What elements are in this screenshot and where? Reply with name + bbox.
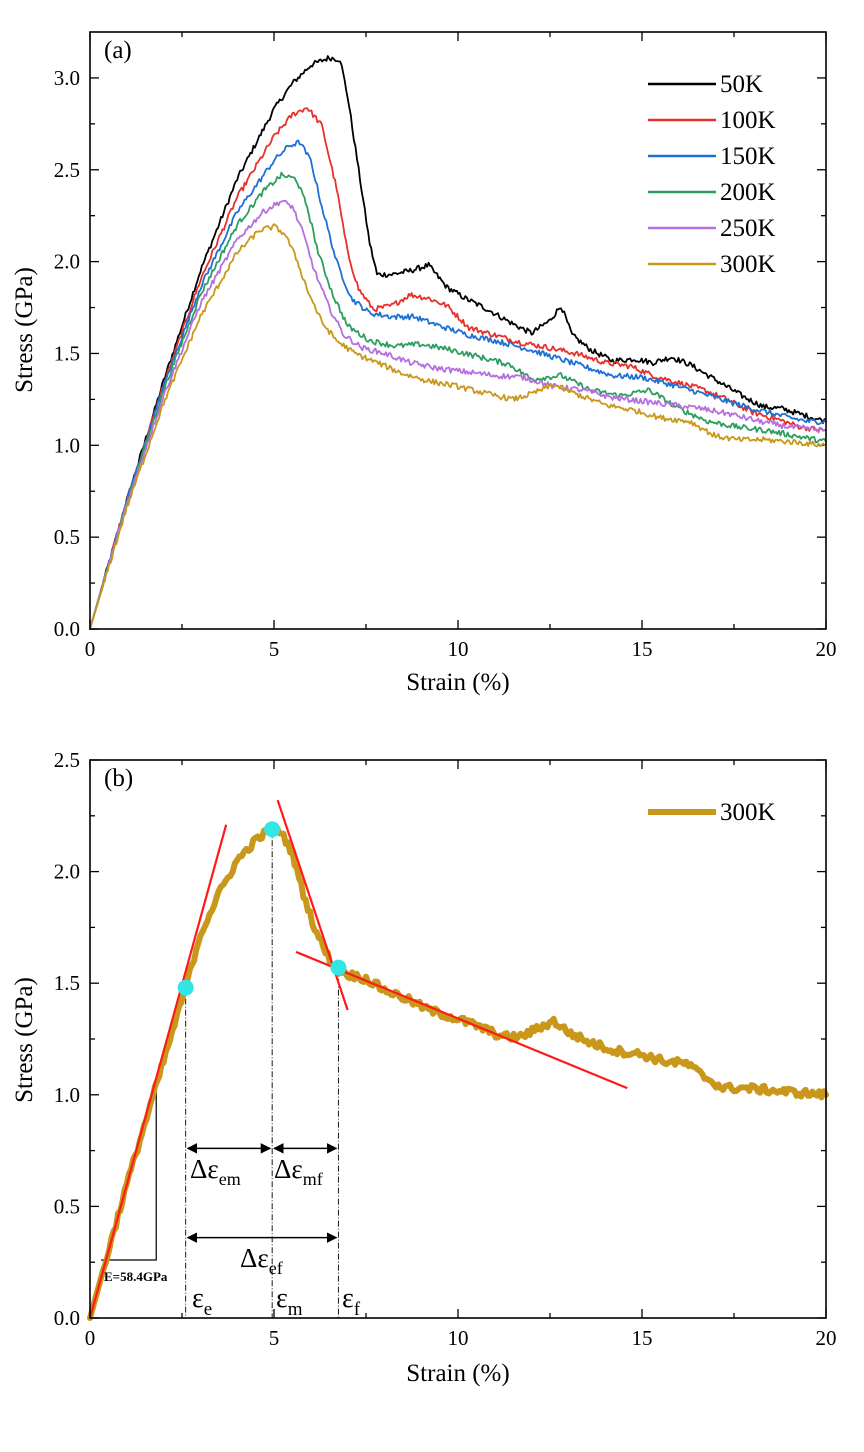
panel-a-y-tick-label: 2.0: [54, 250, 80, 274]
panel-a-legend-label-250K: 250K: [720, 215, 776, 242]
panel-b-frame: [89, 759, 827, 1319]
modulus-label: E=58.4GPa: [104, 1269, 168, 1284]
panel-b: 0 5 10 15 20 0.0 0.5 1.0 1.5 2.0 2.5 (b) Strain (%…: [11, 748, 837, 1387]
panel-b-y-axis-label: Stress (GPa): [11, 977, 38, 1103]
panel-b-y-tick-label: 1.5: [54, 971, 80, 995]
panel-a-legend-label-200K: 200K: [720, 179, 776, 206]
panel-a-x-tick-label: 0: [85, 637, 96, 661]
panel-b-x-tick-label: 10: [448, 1326, 469, 1350]
panel-a-series-100K: [89, 107, 827, 630]
eps-m-label: εm: [276, 1283, 303, 1320]
panel-a-legend-label-150K: 150K: [720, 143, 776, 170]
panel-b-ticks: 0 5 10 15 20 0.0 0.5 1.0 1.5 2.0 2.5: [54, 748, 837, 1350]
panel-a-series-200K: [89, 171, 827, 630]
panel-a-ticks: 0 5 10 15 20 0.0 0.5 1.0 1.5 2.0 2.5 3.0: [54, 32, 837, 661]
panel-a-x-axis-label: Strain (%): [406, 669, 509, 696]
panel-a-label: (a): [104, 37, 132, 64]
panel-a-y-tick-label: 0.0: [54, 617, 80, 641]
panel-a-series-150K: [89, 139, 827, 630]
panel-b-x-tick-label: 15: [632, 1326, 653, 1350]
eps-e-label: εe: [192, 1283, 212, 1320]
delta-em-sub: em: [219, 1169, 241, 1189]
eps-f-sub: f: [354, 1299, 361, 1320]
panel-b-markers: [177, 821, 347, 996]
panel-b-legend-label-300K: 300K: [720, 799, 776, 826]
panel-b-series: [87, 824, 829, 1321]
panel-a-legend-label-50K: 50K: [720, 71, 763, 98]
panel-a-y-tick-label: 1.5: [54, 341, 80, 365]
eps-e-sub: e: [204, 1299, 212, 1320]
panel-b-y-tick-label: 0.0: [54, 1306, 80, 1330]
panel-a-legend-label-300K: 300K: [720, 251, 776, 278]
critical-point-marker: [264, 821, 281, 838]
eps-e-base: ε: [192, 1283, 204, 1314]
panel-a-y-tick-label: 1.0: [54, 433, 80, 457]
panel-a-y-tick-label: 0.5: [54, 525, 80, 549]
panel-b-x-tick-label: 20: [816, 1326, 837, 1350]
panel-b-y-tick-label: 1.0: [54, 1083, 80, 1107]
panel-b-fit-lines: [88, 799, 628, 1319]
panel-a-y-axis-label: Stress (GPa): [11, 267, 38, 393]
panel-a-y-tick-label: 3.0: [54, 66, 80, 90]
panel-b-x-axis-label: Strain (%): [406, 1360, 509, 1387]
fit-line: [276, 799, 349, 1011]
delta-ef-base: Δε: [240, 1243, 269, 1273]
panel-a-series-300K: [89, 223, 827, 630]
panel-a-y-tick-label: 2.5: [54, 158, 80, 182]
critical-point-marker: [330, 959, 347, 976]
eps-f-base: ε: [342, 1283, 354, 1314]
delta-mf-sub: mf: [303, 1169, 323, 1189]
eps-m-sub: m: [288, 1299, 303, 1320]
panel-b-y-tick-label: 2.0: [54, 860, 80, 884]
delta-mf-base: Δε: [274, 1154, 303, 1184]
panel-a-x-tick-label: 10: [448, 637, 469, 661]
panel-b-legend: 300K: [648, 799, 776, 826]
panel-b-y-tick-label: 2.5: [54, 748, 80, 772]
panel-a-x-tick-label: 15: [632, 637, 653, 661]
panel-b-x-tick-label: 0: [85, 1326, 96, 1350]
modulus-triangle: [101, 1076, 157, 1261]
delta-em-base: Δε: [190, 1154, 219, 1184]
delta-ef-label: Δεef: [240, 1243, 283, 1278]
panel-b-guides: [101, 829, 339, 1318]
eps-m-base: ε: [276, 1283, 288, 1314]
panel-a-x-tick-label: 5: [269, 637, 280, 661]
panel-b-series-300K: [87, 824, 829, 1321]
panel-a-x-tick-label: 20: [816, 637, 837, 661]
panel-a: 0 5 10 15 20 0.0 0.5 1.0 1.5 2.0 2.5 3.0 (a) Strain…: [11, 31, 837, 696]
fit-line: [88, 824, 228, 1319]
delta-em-label: Δεem: [190, 1154, 241, 1189]
fit-line: [295, 950, 628, 1090]
panel-a-legend-label-100K: 100K: [720, 107, 776, 134]
delta-mf-label: Δεmf: [274, 1154, 323, 1189]
panel-b-y-tick-label: 0.5: [54, 1194, 80, 1218]
panel-a-series-50K: [89, 55, 827, 630]
panel-a-series: [89, 55, 827, 630]
panel-a-frame: [89, 31, 827, 630]
panel-b-x-tick-label: 5: [269, 1326, 280, 1350]
panel-a-series-250K: [89, 200, 827, 630]
panel-a-legend: 50K 100K 150K 200K 250K 300K: [648, 71, 776, 278]
panel-b-arrows: [186, 1143, 338, 1243]
eps-f-label: εf: [342, 1283, 361, 1320]
delta-ef-sub: ef: [269, 1258, 283, 1278]
critical-point-marker: [177, 979, 194, 996]
panel-b-label: (b): [104, 765, 133, 792]
